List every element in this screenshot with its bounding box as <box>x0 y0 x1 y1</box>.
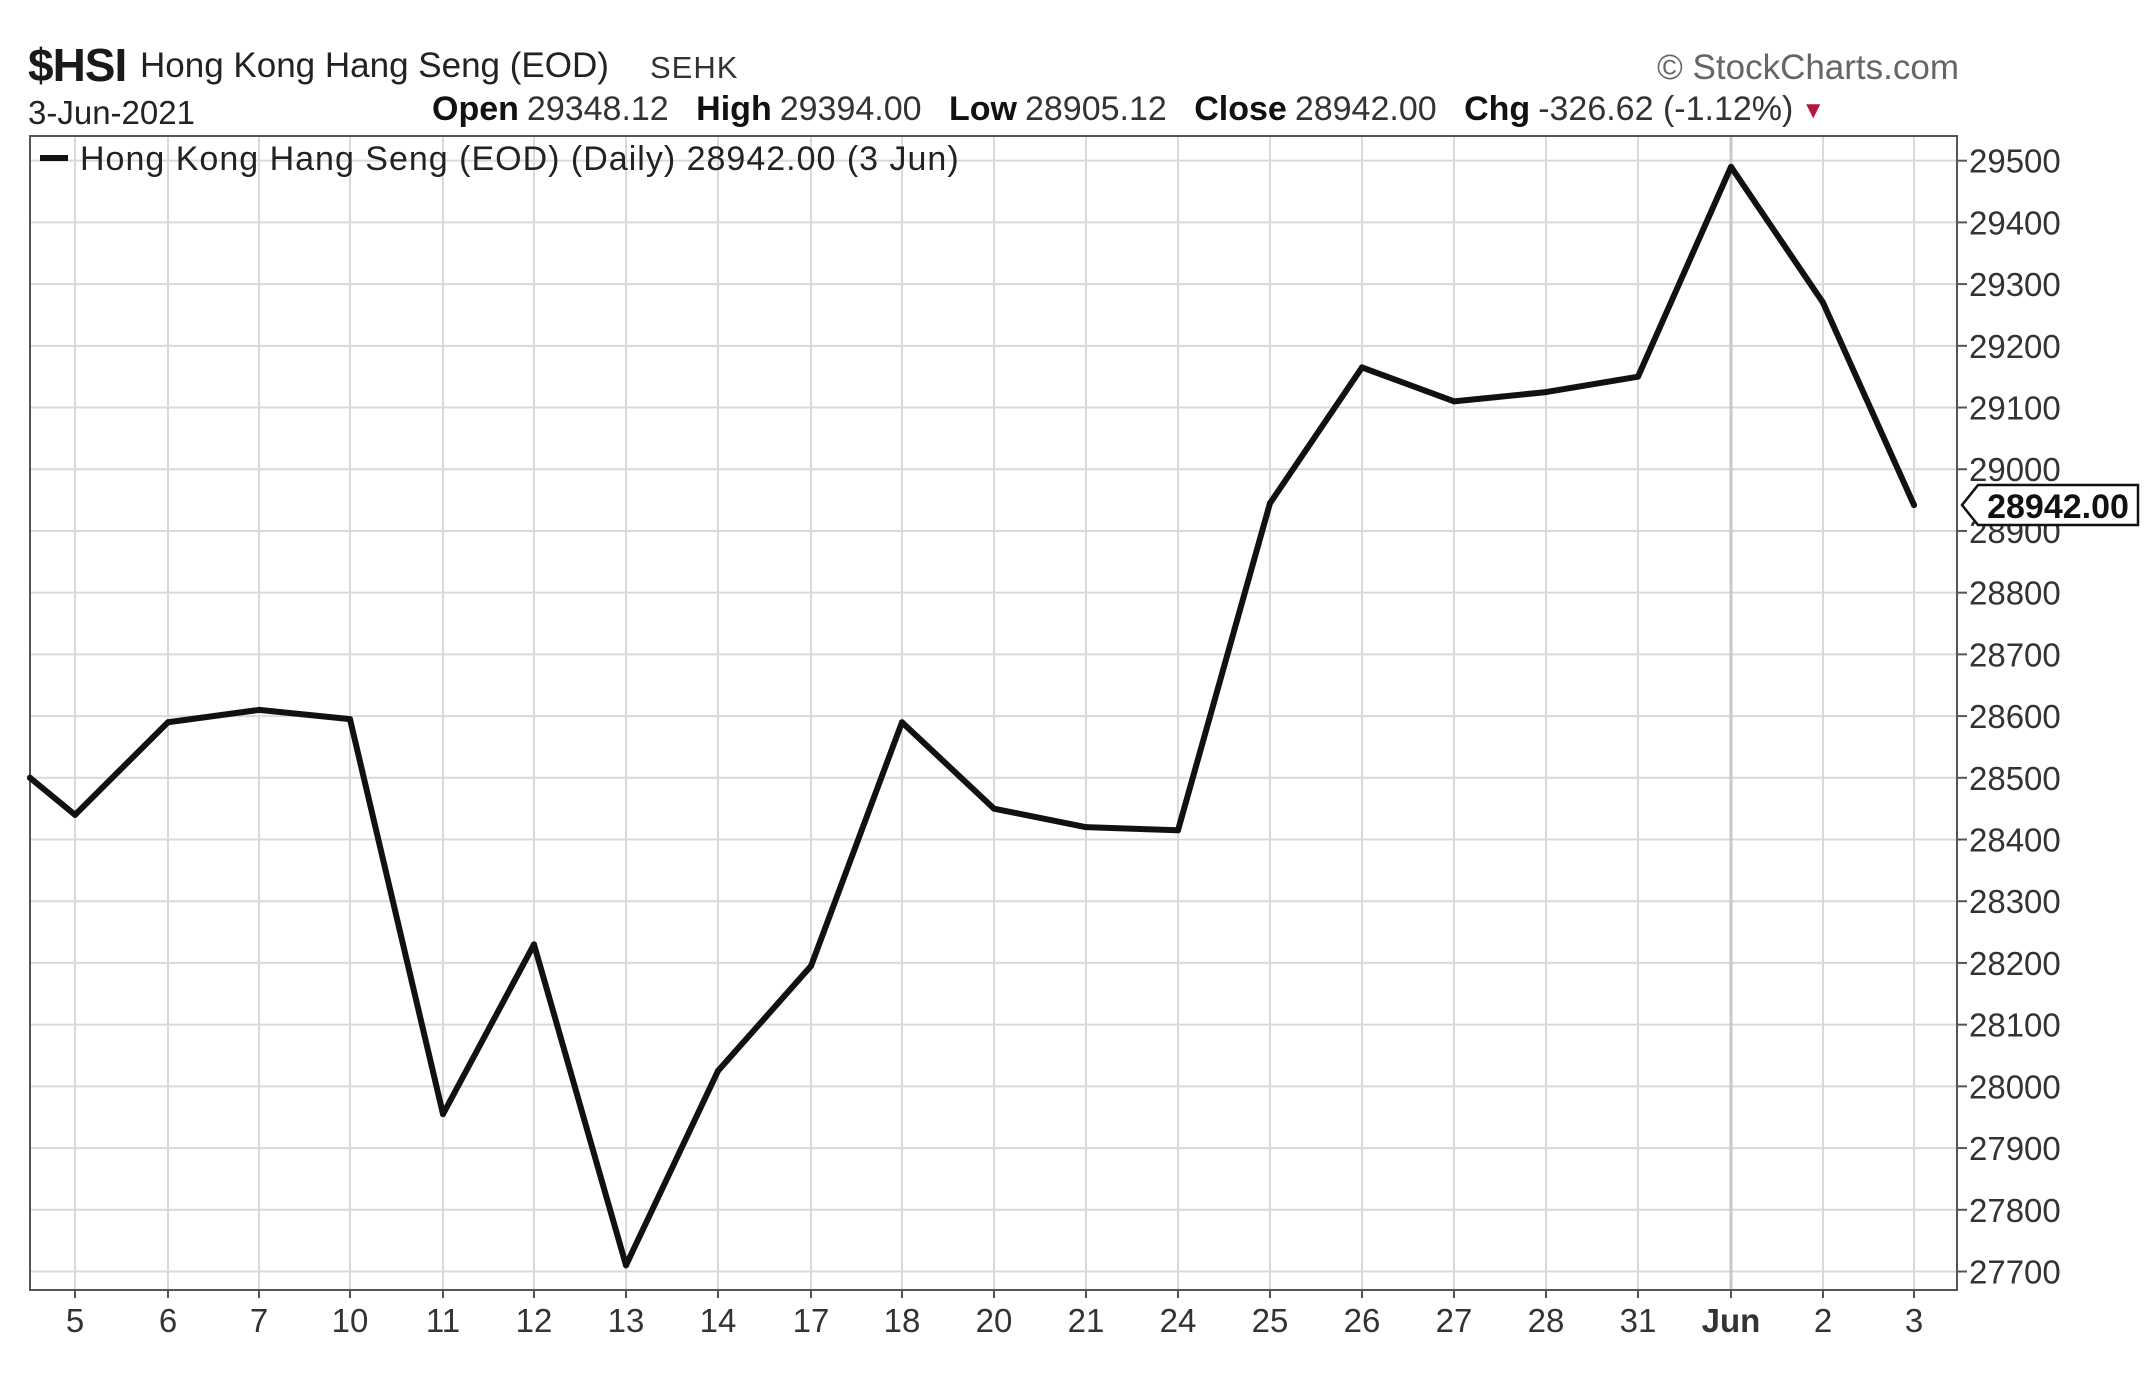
x-tick-label: 7 <box>250 1302 268 1339</box>
x-axis: 5 6 7 10 11 12 13 14 17 18 20 21 24 25 26 27 28 31 Jun 2 3 <box>66 1290 1923 1339</box>
y-tick-label: 27700 <box>1969 1253 2061 1290</box>
index-name: Hong Kong Hang Seng (EOD) <box>140 46 609 85</box>
data-point <box>1635 373 1641 380</box>
y-tick-label: 28700 <box>1969 636 2061 673</box>
x-tick-label: 17 <box>793 1302 830 1339</box>
data-point <box>27 774 33 781</box>
y-tick-label: 27800 <box>1969 1192 2061 1229</box>
low-value: 28905.12 <box>1024 90 1167 128</box>
data-point <box>440 1111 446 1118</box>
x-tick-label: 27 <box>1436 1302 1473 1339</box>
x-tick-label: 13 <box>608 1302 645 1339</box>
y-tick-label: 28200 <box>1969 945 2061 982</box>
last-value-tag: 28942.00 <box>1960 483 2140 527</box>
y-tick-label: 29300 <box>1969 266 2061 303</box>
y-tick-label: 29000 <box>1969 451 2061 488</box>
data-point <box>1267 500 1273 507</box>
exchange-label: SEHK <box>650 50 739 85</box>
y-tick-label: 28000 <box>1969 1068 2061 1105</box>
chg-label: Chg <box>1464 90 1531 128</box>
x-tick-label: 2 <box>1814 1302 1832 1339</box>
data-point <box>256 706 262 713</box>
legend-label: Hong Kong Hang Seng (EOD) (Daily) 28942.… <box>80 140 960 178</box>
close-label: Close <box>1194 90 1287 128</box>
y-tick-label: 28100 <box>1969 1007 2061 1044</box>
date-label: 3-Jun-2021 <box>28 94 195 131</box>
x-tick-label: 5 <box>66 1302 84 1339</box>
y-tick-label: 29500 <box>1969 143 2061 180</box>
data-point <box>531 941 537 948</box>
low-label: Low <box>948 90 1017 128</box>
x-tick-label: 21 <box>1068 1302 1105 1339</box>
chg-value: -326.62 (-1.12%) <box>1538 90 1794 128</box>
legend: Hong Kong Hang Seng (EOD) (Daily) 28942.… <box>40 140 960 178</box>
close-value: 28942.00 <box>1294 90 1437 128</box>
open-value: 29348.12 <box>526 90 669 128</box>
y-tick-label: 28600 <box>1969 698 2061 735</box>
y-tick-label: 28300 <box>1969 883 2061 920</box>
data-points <box>27 163 1917 1269</box>
x-tick-label: 28 <box>1528 1302 1565 1339</box>
x-tick-label: 6 <box>159 1302 177 1339</box>
series-line <box>27 163 1917 1269</box>
y-tick-label: 29100 <box>1969 390 2061 427</box>
y-axis: 27700 27800 27900 28000 28100 28200 28300 28400… <box>1957 143 2061 1290</box>
open-label: Open <box>432 90 519 128</box>
data-point <box>1175 827 1181 834</box>
x-tick-label: 31 <box>1620 1302 1657 1339</box>
data-point <box>1911 502 1917 509</box>
x-tick-label: 11 <box>426 1302 460 1339</box>
x-tick-label: 18 <box>884 1302 921 1339</box>
data-point <box>72 811 78 818</box>
high-label: High <box>696 90 772 128</box>
x-tick-label: 14 <box>700 1302 737 1339</box>
data-point <box>808 963 814 970</box>
x-tick-label: 26 <box>1344 1302 1381 1339</box>
x-tick-label: 24 <box>1160 1302 1197 1339</box>
last-value-tag-label: 28942.00 <box>1987 488 2129 526</box>
symbol-title: $HSI <box>28 39 127 91</box>
data-point <box>899 719 905 726</box>
data-point <box>1083 824 1089 831</box>
legend-swatch <box>40 155 68 161</box>
x-tick-label: 25 <box>1252 1302 1289 1339</box>
x-tick-label: Jun <box>1702 1302 1761 1339</box>
ohlc-summary: Open 29348.12 High 29394.00 Low 28905.12 Cl… <box>432 90 1825 129</box>
data-point <box>715 1067 721 1074</box>
data-point <box>165 719 171 726</box>
data-point <box>1820 299 1826 306</box>
y-tick-label: 29200 <box>1969 328 2061 365</box>
data-point <box>1543 389 1549 396</box>
data-point <box>1728 163 1734 170</box>
x-tick-label: 20 <box>976 1302 1013 1339</box>
y-tick-label: 28800 <box>1969 575 2061 612</box>
down-triangle-icon: ▼ <box>1801 97 1826 124</box>
copyright-label[interactable]: © StockCharts.com <box>1657 48 1959 87</box>
data-point <box>1451 398 1457 405</box>
grid-lines <box>30 136 1957 1290</box>
y-tick-label: 29400 <box>1969 204 2061 241</box>
data-point <box>347 716 353 723</box>
last-value-tag-box <box>1960 483 2140 527</box>
y-tick-label: 27900 <box>1969 1130 2061 1167</box>
high-value: 29394.00 <box>779 90 922 128</box>
y-tick-label: 28500 <box>1969 760 2061 797</box>
data-point <box>991 805 997 812</box>
x-tick-label: 3 <box>1905 1302 1923 1339</box>
x-tick-label: 12 <box>516 1302 553 1339</box>
data-point <box>1359 364 1365 371</box>
y-tick-label: 28400 <box>1969 822 2061 859</box>
data-point <box>623 1262 629 1269</box>
x-tick-label: 10 <box>332 1302 369 1339</box>
